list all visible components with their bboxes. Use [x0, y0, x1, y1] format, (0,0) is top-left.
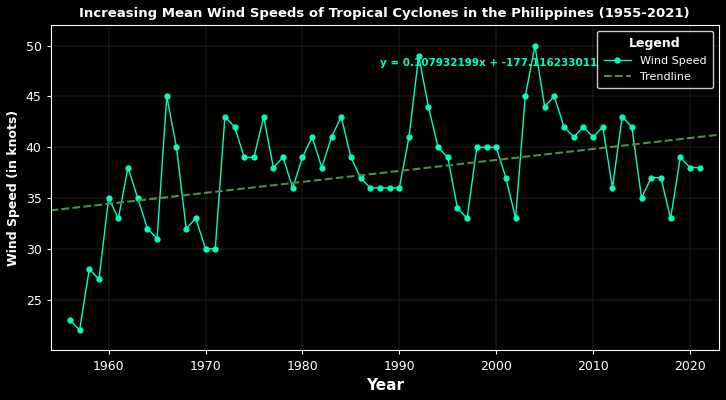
Wind Speed [531, 43, 539, 48]
Wind Speed [76, 328, 84, 332]
Y-axis label: Wind Speed (in knots): Wind Speed (in knots) [7, 110, 20, 266]
Line: Wind Speed: Wind Speed [68, 43, 702, 332]
Text: y = 0.107932199x + -177.116233011: y = 0.107932199x + -177.116233011 [380, 58, 597, 68]
Wind Speed [230, 124, 239, 129]
Wind Speed [696, 165, 704, 170]
Wind Speed [356, 175, 365, 180]
Title: Increasing Mean Wind Speeds of Tropical Cyclones in the Philippines (1955-2021): Increasing Mean Wind Speeds of Tropical … [79, 7, 690, 20]
Legend: Wind Speed, Trendline: Wind Speed, Trendline [597, 31, 714, 88]
Wind Speed [269, 165, 278, 170]
Wind Speed [123, 165, 132, 170]
Wind Speed [65, 318, 74, 322]
Wind Speed [579, 124, 588, 129]
Wind Speed [346, 155, 355, 160]
X-axis label: Year: Year [366, 378, 404, 393]
